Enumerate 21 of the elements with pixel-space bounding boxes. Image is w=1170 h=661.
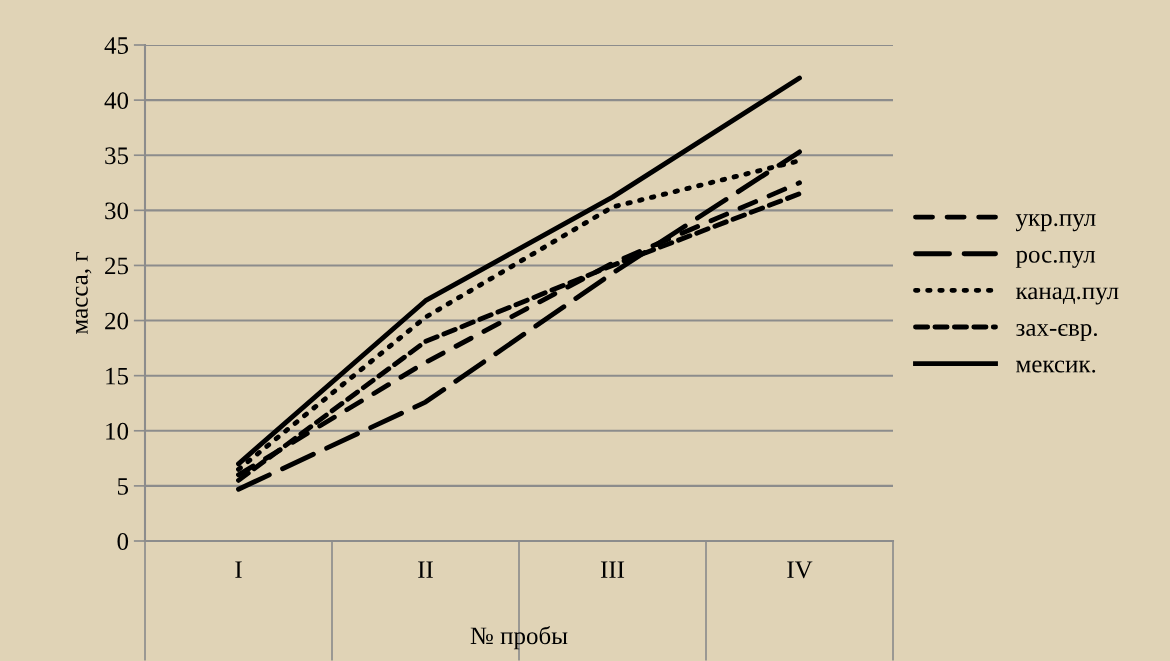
x-tick-label: III [600, 561, 625, 578]
y-tick-label: 30 [105, 202, 129, 220]
y-tick-label: 10 [106, 422, 129, 440]
x-tick-label: II [418, 561, 433, 578]
legend-label: рос.пул [1015, 250, 1096, 268]
y-tick-label: 40 [104, 92, 129, 110]
legend-label: мексик. [1016, 360, 1096, 373]
legend-label: канад.пул [1015, 287, 1119, 305]
y-tick-label: 20 [105, 312, 129, 330]
legend-label: зах-євр. [1016, 323, 1097, 342]
y-tick-label: 25 [105, 257, 129, 275]
x-axis-title: № пробы [470, 626, 568, 650]
y-tick-label: 15 [106, 367, 129, 385]
y-tick-label: 35 [105, 147, 129, 165]
legend-label: укр.пул [1015, 214, 1096, 232]
x-tick-label: I [235, 561, 242, 578]
y-tick-label: 0 [117, 533, 129, 550]
y-tick-label: 45 [104, 37, 129, 54]
y-axis-title: масса, г [75, 252, 92, 334]
x-tick-label: IV [787, 561, 813, 579]
y-tick-label: 5 [117, 478, 129, 495]
